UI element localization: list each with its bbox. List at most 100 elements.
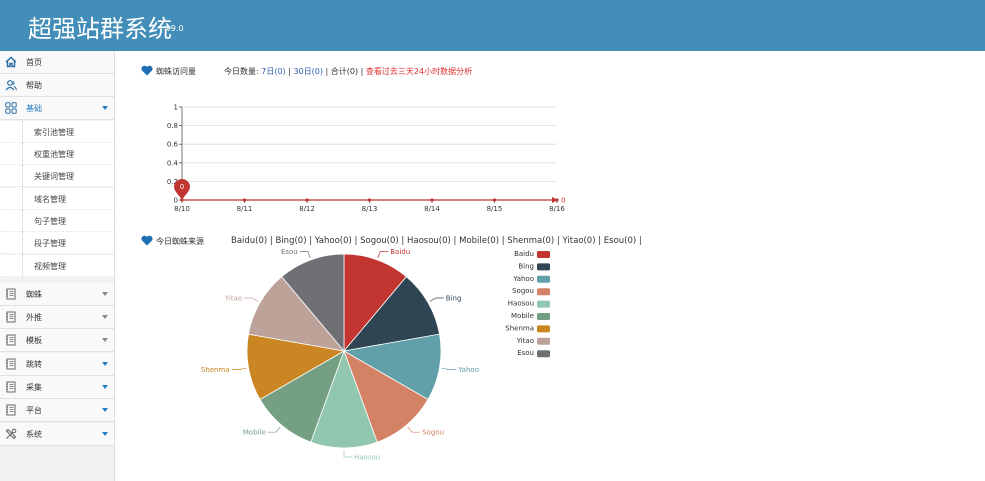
sidebar-item-label: 蜘蛛: [26, 290, 42, 299]
y-tick-label: 0: [174, 197, 178, 205]
pie-slice: [259, 350, 345, 443]
link-30-days[interactable]: 30日(0): [293, 67, 323, 76]
sidebar-item-label: 首页: [26, 58, 42, 67]
x-tick-label: 8/16: [549, 205, 565, 213]
sidebar-item-label: 基础: [26, 104, 42, 113]
visits-stats: 今日数量: 7日(0) | 30日(0) | 合计(0) | 查看过去三天24小…: [224, 66, 472, 77]
legend-swatch: [537, 313, 550, 320]
sidebar-item-label: 外推: [26, 313, 42, 322]
sidebar-item-label: 采集: [26, 383, 42, 392]
chevron-down-icon: [102, 315, 108, 319]
sidebar-item-platform[interactable]: 平台: [0, 399, 114, 422]
end-arrow: [552, 197, 558, 203]
end-value-label: 0: [561, 197, 565, 205]
sidebar-subitem-videos[interactable]: 视频管理: [0, 255, 114, 277]
users-icon: [5, 80, 17, 91]
legend-swatch: [537, 288, 550, 296]
legend-swatch: [537, 325, 550, 333]
x-tick-label: 8/12: [299, 205, 315, 213]
today-count-label: 今日数量:: [224, 67, 259, 76]
data-point: [367, 198, 372, 202]
legend-label: Mobile: [511, 312, 534, 320]
y-tick-label: 1: [174, 104, 178, 112]
pie-slice: [310, 349, 378, 449]
analysis-link[interactable]: 查看过去三天24小时数据分析: [365, 67, 473, 76]
slice-label: Mobile: [243, 429, 266, 437]
pie-slice: [342, 333, 442, 401]
sidebar-subitem-weight-pool[interactable]: 权重池管理: [0, 143, 114, 165]
legend-label: Esou: [517, 349, 534, 357]
sidebar-item-system[interactable]: 系统: [0, 423, 114, 446]
y-tick-label: 0.6: [167, 141, 179, 149]
y-tick-label: 0.2: [167, 178, 178, 186]
sources-title: 今日蜘蛛来源: [156, 237, 204, 246]
book-icon: [6, 404, 16, 416]
sidebar-subitem-sentences[interactable]: 句子管理: [0, 210, 114, 232]
heart-icon: [141, 235, 153, 246]
sidebar-subitem-label: 索引池管理: [34, 128, 74, 137]
chevron-down-icon: [102, 408, 108, 412]
sidebar-subitem-domains[interactable]: 域名管理: [0, 188, 114, 210]
slice-label: Shenma: [201, 366, 230, 374]
book-icon: [6, 334, 16, 346]
chevron-down-icon: [102, 338, 108, 342]
x-tick-label: 8/10: [174, 205, 190, 213]
visits-line-chart: 00.20.40.60.818/10 8/11 8/12 8/13 8/14 8/15 8/…: [167, 104, 566, 214]
sidebar-subitem-label: 权重池管理: [34, 150, 74, 159]
grid-icon: [5, 102, 17, 114]
max-marker-pin: [174, 179, 190, 200]
x-tick-label: 8/15: [487, 205, 503, 213]
sidebar-item-redirect[interactable]: 跳转: [0, 353, 114, 376]
sidebar-subitem-index-pool[interactable]: 索引池管理: [0, 121, 114, 143]
slice-label: Yahoo: [457, 366, 479, 374]
sidebar-item-label: 平台: [26, 406, 42, 415]
sidebar-item-templates[interactable]: 模板: [0, 329, 114, 352]
legend-swatch: [537, 350, 550, 358]
x-tick-label: 8/14: [424, 205, 440, 213]
chevron-down-icon: [102, 106, 108, 110]
slice-label: Haosou: [354, 454, 380, 462]
slice-label: Sogou: [422, 429, 444, 437]
tools-icon: [5, 428, 17, 440]
data-point: [430, 198, 434, 202]
legend-label: Shenma: [505, 324, 534, 332]
sidebar-subitem-label: 关键词管理: [34, 172, 74, 181]
sidebar-subitem-keywords[interactable]: 关键词管理: [0, 165, 114, 187]
y-tick-label: 0.4: [167, 159, 179, 167]
legend-label: Baidu: [514, 250, 534, 258]
data-point: [492, 198, 497, 202]
legend-swatch: [537, 263, 550, 271]
sidebar: 首页 帮助 基础 索引池管理 权重池管理 关键词管理 域名管理 句子管理 段子管…: [0, 51, 115, 481]
slice-label-line: [244, 297, 259, 302]
data-point: [305, 198, 309, 202]
app-title: 超强站群系统: [28, 15, 172, 43]
slice-label: Bing: [446, 295, 462, 303]
sidebar-subitem-label: 视频管理: [34, 262, 66, 271]
sidebar-subitem-label: 句子管理: [34, 217, 66, 226]
marker-label: 0: [180, 183, 184, 191]
separator: |: [325, 67, 329, 76]
book-icon: [6, 311, 16, 323]
sidebar-subitem-label: 域名管理: [34, 195, 66, 204]
sidebar-item-outreach[interactable]: 外推: [0, 306, 114, 329]
sidebar-item-spider[interactable]: 蜘蛛: [0, 283, 114, 306]
pie-slice: [343, 350, 429, 443]
sidebar-subitem-jokes[interactable]: 段子管理: [0, 232, 114, 254]
slice-label-line: [429, 297, 444, 302]
link-7-days[interactable]: 7日(0): [261, 67, 286, 76]
legend-swatch: [537, 275, 550, 283]
sidebar-item-home[interactable]: 首页: [0, 51, 114, 74]
chevron-down-icon: [102, 432, 108, 436]
pie-slice: [248, 276, 346, 352]
slice-label-line: [407, 426, 421, 433]
slice-label-line: [377, 251, 389, 259]
legend-swatch: [537, 337, 550, 345]
slice-label-line: [343, 450, 352, 458]
sidebar-item-label: 跳转: [26, 360, 42, 369]
legend-swatch: [537, 251, 550, 258]
sidebar-item-label: 帮助: [26, 81, 42, 90]
sidebar-item-basic[interactable]: 基础: [0, 97, 114, 120]
sidebar-item-help[interactable]: 帮助: [0, 74, 114, 97]
book-icon: [6, 358, 16, 370]
sidebar-item-collect[interactable]: 采集: [0, 376, 114, 399]
